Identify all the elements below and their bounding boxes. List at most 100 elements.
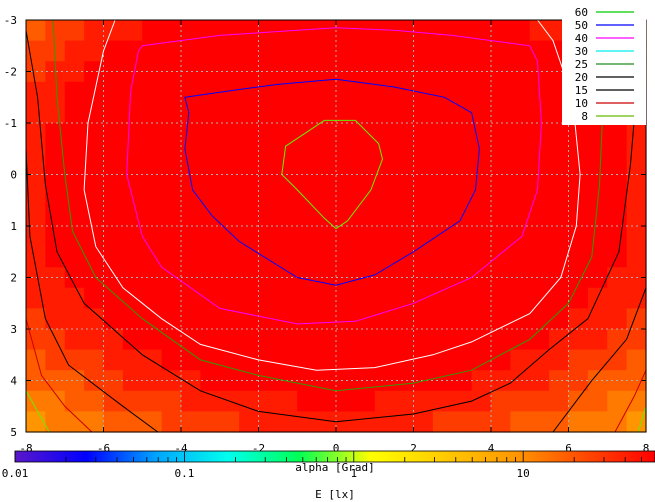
heatmap-cell: [142, 411, 163, 433]
heatmap-cell: [316, 102, 337, 124]
heatmap-cell: [529, 349, 550, 371]
heatmap-cell: [471, 226, 492, 248]
heatmap-cell: [491, 370, 511, 392]
heatmap-cell: [239, 329, 260, 351]
heatmap-cell: [413, 184, 434, 206]
heatmap-cell: [432, 411, 453, 433]
heatmap-cell: [568, 164, 589, 186]
heatmap-cell: [394, 411, 415, 433]
heatmap-cell: [355, 40, 376, 62]
heatmap-cell: [45, 226, 66, 248]
heatmap-cell: [549, 164, 570, 186]
heatmap-cell: [626, 287, 647, 309]
heatmap-cell: [161, 226, 182, 248]
heatmap-cell: [277, 329, 298, 351]
heatmap-cell: [568, 370, 589, 392]
heatmap-cell: [103, 246, 124, 268]
heatmap-cell: [336, 143, 356, 165]
heatmap-cell: [200, 184, 221, 206]
heatmap-cell: [258, 164, 279, 186]
heatmap-cell: [161, 143, 182, 165]
heatmap-cell: [103, 411, 124, 433]
legend-label: 10: [575, 97, 588, 110]
heatmap-cell: [452, 287, 473, 309]
heatmap-cell: [297, 349, 318, 371]
contour-10: [25, 318, 93, 433]
heatmap-cell: [510, 267, 531, 289]
heatmap-cell: [258, 411, 279, 433]
heatmap-cell: [413, 246, 434, 268]
heatmap-cell: [607, 349, 628, 371]
heatmap-cell: [607, 143, 628, 165]
heatmap-cell: [26, 184, 46, 206]
heatmap-cell: [277, 411, 298, 433]
heatmap-cell: [374, 81, 395, 103]
heatmap-cell: [26, 40, 46, 62]
heatmap-cell: [452, 349, 473, 371]
heatmap-cell: [181, 205, 201, 227]
heatmap-cell: [394, 164, 415, 186]
heatmap-cell: [45, 308, 66, 330]
heatmap-cell: [316, 287, 337, 309]
heatmap-cell: [355, 205, 376, 227]
x-tick-label: 8: [643, 442, 650, 455]
heatmap-cell: [607, 329, 628, 351]
heatmap-cell: [277, 205, 298, 227]
heatmap-cell: [64, 308, 85, 330]
heatmap-cell: [336, 164, 356, 186]
heatmap-cell: [297, 246, 318, 268]
heatmap-cell: [471, 329, 492, 351]
heatmap-cell: [413, 411, 434, 433]
heatmap-cell: [64, 164, 85, 186]
heatmap-cell: [607, 226, 628, 248]
heatmap-cell: [103, 349, 124, 371]
heatmap-cell: [297, 81, 318, 103]
heatmap-cell: [510, 370, 531, 392]
heatmap-cell: [45, 123, 66, 145]
heatmap-cell: [336, 61, 356, 83]
heatmap-cell: [161, 287, 182, 309]
heatmap-cell: [219, 61, 240, 83]
heatmap-cell: [452, 102, 473, 124]
heatmap-cell: [471, 411, 492, 433]
contour-25: [52, 19, 608, 392]
colorbar-tick-label: 0.01: [2, 467, 29, 480]
heatmap-cell: [529, 308, 550, 330]
heatmap-cell: [84, 123, 105, 145]
legend-label: 20: [575, 71, 588, 84]
heatmap-cell: [316, 329, 337, 351]
heatmap-cell: [568, 390, 589, 412]
heatmap-cell: [491, 329, 511, 351]
heatmap-cell: [297, 287, 318, 309]
heatmap-cell: [258, 143, 279, 165]
heatmap-cell: [626, 246, 647, 268]
heatmap-cell: [239, 102, 260, 124]
heatmap-cell: [374, 20, 395, 42]
heatmap-cell: [471, 308, 492, 330]
heatmap-cell: [84, 143, 105, 165]
heatmap-cell: [258, 349, 279, 371]
contour-30: [83, 19, 581, 371]
heatmap-cell: [122, 308, 143, 330]
heatmap-cell: [587, 246, 608, 268]
heatmap-cell: [122, 20, 143, 42]
heatmap-cell: [336, 329, 356, 351]
heatmap-cell: [374, 205, 395, 227]
plot-frame: [25, 19, 647, 433]
heatmap-cell: [219, 123, 240, 145]
y-tick-label: 3: [10, 323, 17, 336]
heatmap-cell: [355, 390, 376, 412]
heatmap-cell: [316, 308, 337, 330]
heatmap-cell: [239, 390, 260, 412]
heatmap-cell: [510, 20, 531, 42]
heatmap-cell: [258, 308, 279, 330]
heatmap-cell: [549, 246, 570, 268]
heatmap-cell: [413, 61, 434, 83]
heatmap-cell: [181, 267, 201, 289]
heatmap-cell: [355, 184, 376, 206]
heatmap-cell: [181, 390, 201, 412]
colorbar-tick-label: 0.1: [174, 467, 194, 480]
heatmap-cell: [413, 390, 434, 412]
heatmap-cell: [355, 226, 376, 248]
heatmap-cell: [103, 123, 124, 145]
